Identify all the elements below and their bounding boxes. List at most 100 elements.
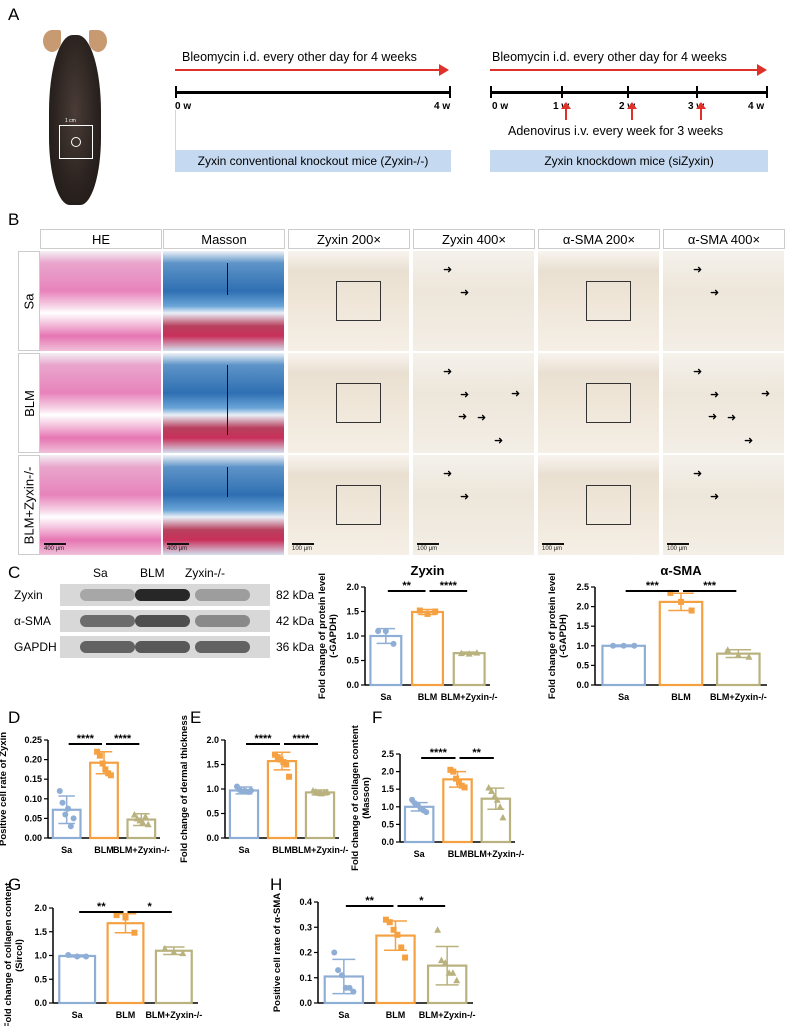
x-tick-label: BLM [448, 849, 468, 859]
zoom-box [336, 485, 381, 525]
data-point [99, 760, 106, 767]
data-point [65, 805, 72, 812]
arrow-icon: ➜ [710, 389, 720, 401]
arrow-icon: ➜ [511, 388, 521, 400]
data-point [161, 944, 169, 952]
data-point [450, 768, 457, 775]
x-tick-label: BLM [272, 845, 292, 855]
bar-Sa [58, 954, 97, 1005]
arrow-icon: ➜ [693, 264, 703, 276]
arrow-icon: ➜ [443, 468, 453, 480]
knockout-box: Zyxin conventional knockout mice (Zyxin-… [175, 150, 451, 172]
bar-chart-G: 0.0 0.5 1.0 1.5 2.0 Fold change of collagen c… [3, 882, 202, 1026]
y-tick-label: 1.5 [576, 621, 589, 631]
y-axis-label: Fold change of collagen content [350, 724, 361, 871]
week-label: 0 w [175, 101, 192, 112]
week-label: 0 w [492, 101, 509, 112]
histology-image: ➜ ➜ 100 μm [663, 455, 784, 555]
y-tick-label: 1.5 [206, 760, 219, 770]
y-tick-label: 0.0 [206, 833, 219, 843]
bar-chart-C-zyxin: Zyxin 0.0 0.5 1.0 1.5 2.0 Fold change of prote… [317, 563, 498, 702]
x-tick-label: BLM+Zyxin-/- [419, 1010, 476, 1020]
arrow-icon: ➜ [710, 491, 720, 503]
blot-row [60, 584, 270, 606]
y-tick-label: 1.5 [346, 607, 359, 617]
significance-label: **** [254, 733, 272, 745]
significance-label: **** [430, 747, 448, 759]
y-tick-label: 2.5 [576, 582, 589, 592]
data-point [94, 748, 101, 755]
data-point [350, 988, 357, 995]
panel-label-c: C [8, 563, 21, 582]
blot-band [80, 641, 135, 653]
data-point [375, 628, 382, 635]
y-axis-label: (Masson) [361, 777, 372, 819]
y-tick-label: 0.5 [576, 660, 589, 670]
lane-label: Zyxin-/- [185, 566, 225, 580]
arrow-icon: ➜ [460, 491, 470, 503]
x-tick-label: Sa [238, 845, 250, 855]
arrow-icon: ➜ [494, 435, 504, 447]
data-point [473, 649, 481, 656]
y-axis-label: (-GAPDH) [558, 614, 569, 658]
kda-label: 42 kDa [276, 614, 315, 628]
panel-label-h: H [270, 875, 283, 894]
histology-image: 400 μm [163, 455, 284, 555]
histology-image: 100 μm [538, 455, 659, 555]
thickness-arrow-icon [227, 467, 228, 497]
bleomycin-text-right: Bleomycin i.d. every other day for 4 wee… [492, 50, 727, 64]
y-tick-label: 0.0 [299, 998, 312, 1008]
data-point [382, 628, 389, 635]
protein-label: GAPDH [14, 640, 57, 654]
protein-label: α-SMA [14, 614, 51, 628]
histology-image: ➜ ➜ [663, 251, 784, 351]
data-point [488, 787, 496, 794]
data-point [745, 653, 753, 660]
y-tick-label: 2.0 [206, 735, 219, 745]
significance-label: *** [703, 580, 717, 592]
mouse-photo: 1 cm [35, 15, 113, 207]
photo-scale: 1 cm [65, 118, 76, 124]
arrow-icon: ➜ [458, 411, 468, 423]
x-tick-label: BLM+Zyxin-/- [145, 1010, 202, 1020]
arrow-icon: ➜ [460, 389, 470, 401]
significance-label: * [419, 895, 424, 907]
x-tick-label: BLM [94, 845, 114, 855]
data-point [394, 931, 401, 938]
data-point [493, 796, 501, 803]
data-point [70, 815, 77, 822]
week-label: 4 w [434, 101, 451, 112]
data-point [96, 752, 103, 759]
y-axis-label: (-GAPDH) [328, 614, 339, 658]
x-tick-label: Sa [380, 692, 392, 702]
significance-label: **** [114, 733, 132, 745]
histology-image: 400 μm [40, 455, 161, 555]
data-point [65, 952, 72, 959]
arrow-icon: ➜ [460, 287, 470, 299]
zoom-box [336, 281, 381, 321]
data-point [449, 969, 457, 976]
significance-label: ** [402, 580, 411, 592]
data-point [402, 954, 409, 961]
histology-image [163, 251, 284, 351]
data-point [434, 926, 442, 933]
y-tick-label: 1.0 [34, 951, 47, 961]
y-tick-label: 0.00 [24, 833, 42, 843]
histology-image: ➜ ➜ [413, 251, 534, 351]
adenovirus-arrow [561, 102, 571, 120]
timeline-left [175, 91, 451, 94]
bar-Sa [601, 644, 646, 687]
data-point [144, 820, 152, 828]
data-point [424, 610, 431, 617]
y-tick-label: 2.0 [381, 767, 394, 777]
data-point [386, 919, 393, 926]
y-tick-label: 0.2 [299, 948, 312, 958]
panel-label-e: E [190, 708, 202, 727]
data-point [390, 926, 397, 933]
y-tick-label: 0.10 [24, 794, 42, 804]
blot-band [135, 641, 190, 653]
data-point [338, 972, 345, 979]
arrow-icon: ➜ [761, 388, 771, 400]
data-point [398, 944, 405, 951]
significance-label: **** [77, 733, 95, 745]
